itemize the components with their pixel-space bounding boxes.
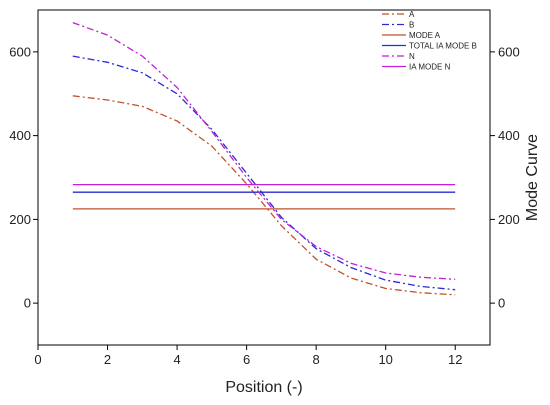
x-tick-label: 10 — [378, 352, 392, 367]
series-line-5 — [72, 21, 456, 280]
x-tick-label: 12 — [448, 352, 462, 367]
legend-label: TOTAL IA MODE B — [409, 42, 477, 51]
series-line-2 — [72, 55, 456, 291]
y-right-tick-label: 600 — [498, 44, 520, 59]
y-right-tick-label: 400 — [498, 128, 520, 143]
x-tick-label: 6 — [243, 352, 250, 367]
plot-area — [37, 9, 491, 346]
y-right-tick-label: 0 — [498, 296, 505, 311]
y-axis-ticks: 0 200 400 600 — [9, 44, 38, 311]
legend-label: MODE A — [409, 31, 441, 40]
y-tick-label: 0 — [24, 296, 31, 311]
legend-label: IA MODE N — [409, 63, 451, 72]
legend-label: A — [409, 10, 415, 19]
x-axis-title: Position (-) — [225, 379, 302, 396]
y-axis-right-title: Mode Curve — [524, 134, 541, 221]
x-tick-label: 4 — [173, 352, 180, 367]
y-tick-label: 600 — [9, 44, 31, 59]
y-axis-right-ticks: 0 200 400 600 — [490, 44, 520, 311]
x-tick-label: 2 — [104, 352, 111, 367]
x-tick-label: 0 — [34, 352, 41, 367]
legend-label: N — [409, 52, 415, 61]
series-layer — [72, 21, 456, 296]
x-tick-label: 8 — [313, 352, 320, 367]
y-right-tick-label: 200 — [498, 212, 520, 227]
plot-frame — [37, 9, 491, 346]
legend-label: B — [409, 21, 414, 30]
y-tick-label: 400 — [9, 128, 31, 143]
y-tick-label: 200 — [9, 212, 31, 227]
series-line-1 — [72, 95, 456, 296]
x-axis-ticks: 0 2 4 6 8 10 12 — [34, 345, 462, 367]
